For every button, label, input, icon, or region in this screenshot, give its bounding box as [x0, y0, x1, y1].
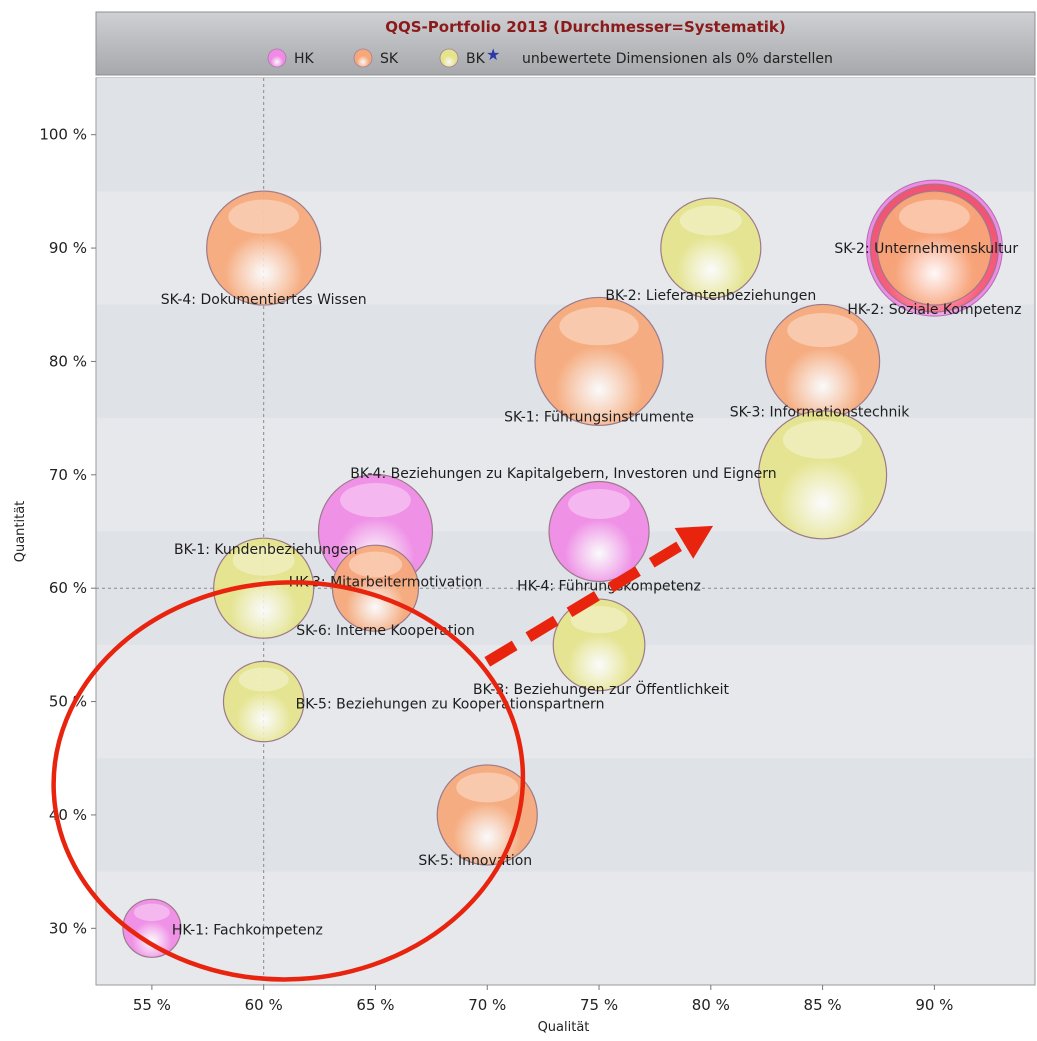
bubble-circle	[122, 898, 182, 958]
bubble-highlight	[456, 772, 519, 803]
x-tick-label: 65 %	[356, 996, 394, 1014]
legend-label-sk: SK	[380, 51, 399, 67]
bubble-circle	[206, 190, 322, 306]
bubble-highlight	[133, 903, 170, 922]
bubble-label-hk-2: HK-2: Soziale Kompetenz	[847, 302, 1021, 318]
x-tick-label: 55 %	[133, 996, 171, 1014]
bubble-highlight	[787, 312, 858, 348]
x-axis: 55 % 60 % 65 % 70 % 75 % 80 % 85 % 90 %	[133, 985, 953, 1014]
bubble-highlight	[899, 199, 970, 234]
grid-band	[97, 78, 1034, 192]
bubble-label-sk-1: SK-1: Führungsinstrumente	[504, 409, 694, 425]
bubble-bk-5[interactable]	[222, 660, 305, 743]
bubble-bk-3[interactable]	[552, 598, 646, 692]
y-tick-label: 90 %	[49, 239, 87, 257]
bubble-label-sk-4: SK-4: Dokumentiertes Wissen	[161, 292, 367, 308]
y-tick-label: 30 %	[49, 919, 87, 937]
grid-band	[97, 758, 1034, 872]
x-tick-label: 75 %	[580, 996, 618, 1014]
bubble-circle	[222, 660, 305, 743]
legend-label-hk: HK	[294, 51, 315, 67]
bubble-sk-4[interactable]	[206, 190, 322, 306]
bubble-label-sk-5: SK-5: Innovation	[418, 853, 532, 869]
annotations	[51, 525, 714, 982]
x-tick-label: 70 %	[468, 996, 506, 1014]
bubble-circle	[331, 544, 420, 632]
red-ellipse-annotation	[51, 580, 526, 982]
bubble-highlight	[782, 420, 863, 459]
y-tick-label: 100 %	[39, 126, 87, 144]
legend-item-hk[interactable]: HK	[267, 48, 315, 68]
legend-swatch-sk	[353, 48, 373, 68]
bubbles	[122, 179, 1003, 958]
bubble-label-sk-2: SK-2: Unternehmenskultur	[834, 241, 1018, 257]
bubble-circle	[552, 598, 646, 692]
x-tick-label: 80 %	[692, 996, 730, 1014]
chart-title: QQS-Portfolio 2013 (Durchmesser=Systemat…	[385, 18, 786, 36]
bubble-highlight	[232, 545, 295, 576]
x-tick-label: 60 %	[245, 996, 283, 1014]
star-icon[interactable]: ★	[486, 45, 500, 64]
bubble-label-bk-5: BK-5: Beziehungen zu Kooperationspartner…	[296, 697, 605, 713]
y-tick-label: 80 %	[49, 352, 87, 370]
legend-option-label: unbewertete Dimensionen als 0% darstelle…	[522, 51, 833, 67]
bubble-sk-2[interactable]	[876, 190, 992, 306]
bubble-label-sk-3: SK-3: Informationstechnik	[730, 404, 910, 420]
y-tick-label: 50 %	[49, 693, 87, 711]
legend-item-bk[interactable]: BK	[439, 48, 486, 68]
legend-item-sk[interactable]: SK	[353, 48, 399, 68]
bubble-bk-1[interactable]	[213, 537, 315, 639]
bubble-label-sk-6: SK-6: Interne Kooperation	[296, 623, 475, 639]
y-axis-label: Quantität	[13, 501, 28, 563]
y-tick-label: 60 %	[49, 579, 87, 597]
bubble-circle	[548, 480, 650, 583]
bubble-circle	[660, 197, 762, 299]
dashed-arrow-shaft	[484, 538, 687, 667]
x-tick-label: 90 %	[915, 996, 953, 1014]
bubble-circle	[758, 410, 888, 540]
legend-label-bk: BK	[466, 51, 486, 67]
bubble-circle	[534, 296, 664, 427]
x-tick-label: 85 %	[804, 996, 842, 1014]
x-axis-label: Qualität	[538, 1020, 590, 1035]
chart-legend: HK SK BK ★ unbewertete Dimensionen als 0% da…	[267, 45, 833, 68]
bubble-label-bk-2: BK-2: Lieferantenbeziehungen	[605, 288, 816, 304]
bubble-labels: HK-1: Fachkompetenz HK-2: Soziale Kompete…	[161, 241, 1022, 938]
bubble-bk-2[interactable]	[660, 197, 762, 299]
y-axis: 30 %40 %50 %60 %70 %80 %90 %100 %	[39, 126, 96, 937]
bubble-highlight	[679, 205, 742, 236]
bubble-highlight	[238, 667, 289, 692]
bubble-sk-3[interactable]	[765, 303, 881, 420]
bubble-highlight	[568, 489, 631, 519]
bubble-highlight	[559, 307, 639, 346]
bubble-highlight	[570, 605, 628, 634]
bubble-sk-6[interactable]	[331, 544, 420, 632]
arrow-head	[674, 525, 714, 559]
legend-swatch-hk	[267, 48, 287, 68]
bubble-highlight	[340, 483, 411, 518]
bubble-bk-4[interactable]	[758, 410, 888, 540]
bubble-label-bk-1: BK-1: Kundenbeziehungen	[174, 542, 357, 558]
bubble-hk-1[interactable]	[122, 898, 182, 958]
bubble-highlight	[348, 551, 403, 578]
bubble-label-hk-1: HK-1: Fachkompetenz	[172, 922, 323, 938]
bubble-label-hk-4: HK-4: Führungskompetenz	[517, 579, 701, 595]
bubble-label-bk-4: BK-4: Beziehungen zu Kapitalgebern, Inve…	[350, 466, 776, 482]
bubble-sk-1[interactable]	[534, 296, 664, 427]
legend-swatch-bk	[439, 48, 459, 68]
bubble-circle	[876, 190, 992, 306]
bubble-label-bk-3: BK-3: Beziehungen zur Öffentlichkeit	[473, 680, 729, 698]
bubble-hk-4[interactable]	[548, 480, 650, 583]
y-tick-label: 70 %	[49, 466, 87, 484]
chart-header	[95, 11, 1036, 76]
bubble-highlight	[228, 199, 300, 234]
bubble-circle	[213, 537, 315, 639]
